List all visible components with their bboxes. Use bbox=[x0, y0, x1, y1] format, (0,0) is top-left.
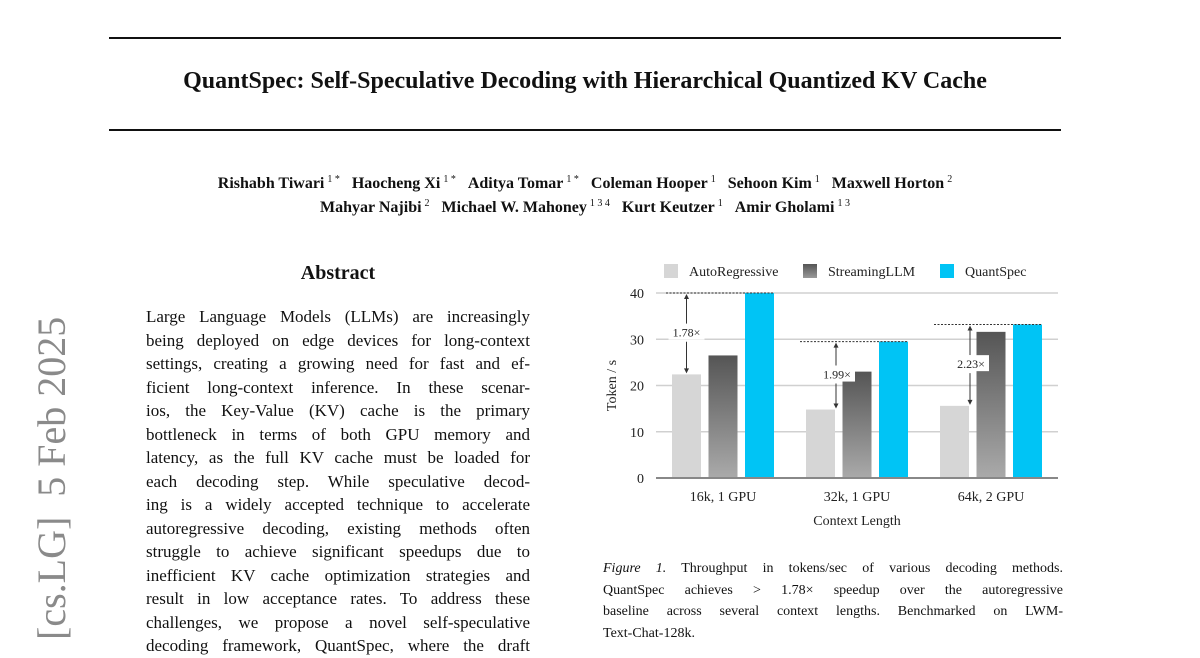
author-affiliation: 2 bbox=[424, 198, 430, 209]
abstract-line: autoregressive decoding, existing method… bbox=[146, 518, 530, 538]
author-affiliation: 1 * bbox=[327, 174, 340, 185]
author: Rishabh Tiwari 1 * bbox=[217, 174, 340, 193]
author-affiliation: 2 bbox=[947, 174, 953, 185]
abstract-line: result in low acceptance rates. To addre… bbox=[146, 589, 530, 608]
abstract-body: Large Language Models (LLMs) are increas… bbox=[146, 305, 530, 658]
author: Haocheng Xi 1 * bbox=[351, 174, 456, 193]
author-list-line-1: Rishabh Tiwari 1 * Haocheng Xi 1 * Aditya To… bbox=[0, 174, 1170, 193]
author-name: Michael W. Mahoney bbox=[441, 199, 587, 217]
caption-line: Text-Chat-128k. bbox=[603, 625, 695, 641]
annotation-bg bbox=[668, 323, 705, 340]
speedup-label: 1.78× bbox=[673, 326, 701, 340]
bar-streamingllm bbox=[976, 331, 1006, 478]
abstract-line: latency, as the full KV cache must be lo… bbox=[146, 448, 530, 467]
author-list-line-2: Mahyar Najibi 2 Michael W. Mahoney 1 3 4 Kur… bbox=[0, 198, 1170, 217]
caption-line: QuantSpec achieves > 1.78× speedup over … bbox=[603, 582, 1063, 598]
figure-caption: Figure 1. Throughput in tokens/sec of va… bbox=[603, 558, 1063, 644]
bar-quantspec bbox=[879, 341, 908, 478]
author: Michael W. Mahoney 1 3 4 bbox=[441, 198, 610, 217]
arrowhead-icon bbox=[833, 342, 839, 348]
top-rule bbox=[109, 37, 1061, 39]
abstract-line: ios, the Key-Value (KV) cache is the pri… bbox=[146, 401, 530, 420]
author: Coleman Hooper 1 bbox=[590, 174, 716, 193]
author-name: Aditya Tomar bbox=[467, 175, 564, 193]
paper-title: QuantSpec: Self-Speculative Decoding wit… bbox=[183, 68, 987, 94]
x-axis-label: Context Length bbox=[813, 514, 901, 529]
abstract-line: Large Language Models (LLMs) are increas… bbox=[146, 307, 530, 326]
caption-label: Figure 1. bbox=[603, 561, 667, 576]
abstract-line: struggle to achieve significant speedups… bbox=[146, 542, 530, 561]
arrowhead-icon bbox=[967, 325, 973, 331]
legend-swatch bbox=[803, 264, 817, 278]
legend-label: StreamingLLM bbox=[828, 265, 916, 280]
annotation-bg bbox=[953, 355, 989, 372]
bar-quantspec bbox=[1013, 324, 1042, 478]
abstract-line: challenges, we propose a novel self-spec… bbox=[146, 612, 530, 632]
y-tick-label: 10 bbox=[630, 426, 644, 441]
author-name: Rishabh Tiwari bbox=[217, 175, 325, 193]
legend-label: QuantSpec bbox=[965, 265, 1026, 280]
arrowhead-icon bbox=[684, 368, 689, 374]
bar-quantspec bbox=[745, 293, 774, 478]
speedup-label: 2.23× bbox=[957, 357, 985, 371]
abstract-line: ficient long-context inference. In these… bbox=[146, 377, 530, 397]
abstract-heading: Abstract bbox=[300, 262, 376, 284]
abstract-line: inefficient KV cache optimization strate… bbox=[146, 565, 530, 585]
x-tick-label: 32k, 1 GPU bbox=[824, 490, 891, 505]
throughput-chart: 1.78× 1.99× 2.23× 0 10 20 30 40 16k, 1 GPU 32k, … bbox=[605, 264, 1058, 529]
author-affiliation: 1 * bbox=[443, 174, 456, 185]
abstract-line: settings, creating a growing need for fa… bbox=[146, 354, 530, 373]
author: Amir Gholami 1 3 bbox=[734, 198, 850, 217]
abstract-line: being deployed on edge devices for long-… bbox=[146, 330, 530, 350]
annotation-bg bbox=[819, 365, 855, 382]
x-tick-label: 16k, 1 GPU bbox=[690, 490, 757, 505]
caption-text: Throughput in tokens/sec of various deco… bbox=[666, 561, 1063, 576]
author-affiliation: 1 * bbox=[566, 174, 579, 185]
bar-streamingllm bbox=[842, 371, 872, 478]
legend-swatch bbox=[940, 264, 954, 278]
author: Mahyar Najibi 2 bbox=[320, 198, 430, 217]
author-name: Coleman Hooper bbox=[590, 175, 708, 193]
arxiv-watermark: [cs.LG] 5 Feb 2025 bbox=[29, 316, 74, 640]
abstract-line: bottleneck in terms of both GPU memory a… bbox=[146, 424, 530, 444]
author-affiliation: 1 bbox=[717, 198, 723, 209]
arrowhead-icon bbox=[684, 294, 689, 299]
y-axis-label: Token / s bbox=[605, 360, 620, 411]
bar-autoregressive bbox=[806, 409, 835, 478]
author: Kurt Keutzer 1 bbox=[621, 198, 723, 217]
author: Maxwell Horton 2 bbox=[831, 174, 953, 193]
author-name: Sehoon Kim bbox=[727, 175, 812, 193]
author-name: Haocheng Xi bbox=[351, 175, 441, 193]
author-name: Kurt Keutzer bbox=[621, 199, 715, 217]
bar-autoregressive bbox=[940, 405, 969, 478]
author-affiliation: 1 bbox=[710, 174, 716, 185]
abstract-line: ing is a widely accepted technique to ac… bbox=[146, 495, 530, 514]
bar-streamingllm bbox=[708, 355, 738, 478]
abstract-line: each decoding step. While speculative de… bbox=[146, 471, 530, 491]
author: Aditya Tomar 1 * bbox=[467, 174, 579, 193]
y-tick-label: 0 bbox=[637, 472, 644, 487]
y-tick-label: 20 bbox=[630, 380, 644, 395]
author: Sehoon Kim 1 bbox=[727, 174, 820, 193]
author-affiliation: 1 3 bbox=[837, 198, 850, 209]
author-name: Mahyar Najibi bbox=[320, 199, 422, 217]
speedup-label: 1.99× bbox=[823, 368, 851, 382]
legend-label: AutoRegressive bbox=[689, 265, 778, 280]
y-tick-label: 30 bbox=[630, 333, 644, 348]
arrowhead-icon bbox=[833, 403, 839, 409]
legend-swatch bbox=[664, 264, 678, 278]
title-bottom-rule bbox=[109, 129, 1061, 131]
bar-autoregressive bbox=[672, 374, 701, 478]
abstract-line: decoding framework, QuantSpec, where the… bbox=[146, 636, 530, 655]
author-affiliation: 1 3 4 bbox=[589, 198, 610, 209]
caption-line: baseline across several context lengths.… bbox=[603, 604, 1063, 619]
y-tick-label: 40 bbox=[630, 287, 644, 302]
x-tick-label: 64k, 2 GPU bbox=[958, 490, 1025, 505]
arrowhead-icon bbox=[967, 399, 973, 405]
author-name: Amir Gholami bbox=[734, 199, 835, 217]
caption-line: Figure 1. Throughput in tokens/sec of va… bbox=[603, 558, 1063, 580]
author-name: Maxwell Horton bbox=[831, 175, 945, 193]
author-affiliation: 1 bbox=[814, 174, 820, 185]
